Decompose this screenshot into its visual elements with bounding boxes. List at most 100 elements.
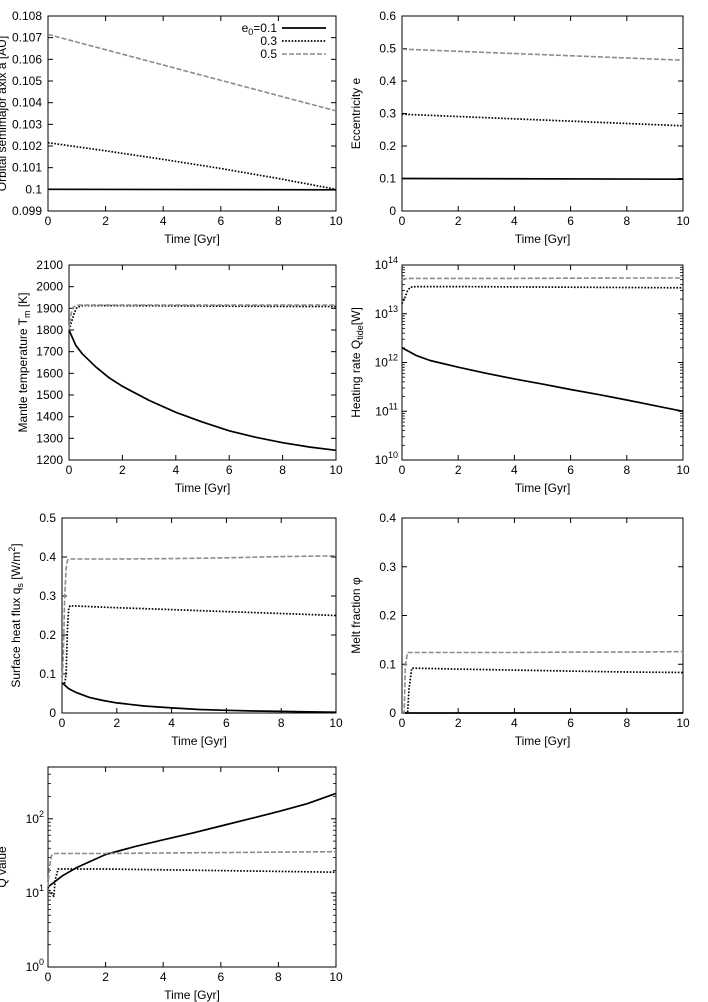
x-tick-label: 8 (275, 214, 282, 228)
chart-panel-a: 0 2 4 6 8 10 0.099 0.1 0.101 0.102 0.103 0.104 0.105… (0, 9, 343, 246)
chart-panel-qvalue: 0 2 4 6 8 10 100 101 102 Time [Gyr] Q value (0, 766, 343, 1002)
legend-label: 0.5 (260, 47, 277, 61)
y-tick-label: 1600 (36, 366, 63, 380)
y-tick-label: 2000 (36, 280, 63, 294)
y-tick-label: 0.107 (12, 31, 42, 45)
plot-frame (61, 517, 337, 714)
x-tick-label: 10 (329, 214, 343, 228)
x-tick-label: 6 (217, 970, 224, 984)
plot-frame (401, 15, 684, 212)
y-tick-label: 0.4 (39, 550, 56, 564)
x-tick-label: 0 (59, 716, 66, 730)
y-tick-label: 0.2 (379, 609, 396, 623)
y-axis-label: Mantle temperature Tm [K] (16, 292, 32, 432)
x-tick-label: 2 (102, 214, 109, 228)
y-tick-label: 1014 (375, 255, 398, 272)
plot-frame (47, 766, 337, 968)
y-tick-label: 0.1 (25, 182, 42, 196)
y-tick-label: 2100 (36, 258, 63, 272)
x-tick-label: 10 (676, 463, 690, 477)
x-tick-label: 0 (399, 214, 406, 228)
series-line-solid (401, 347, 684, 413)
y-tick-label: 0.103 (12, 117, 42, 131)
x-tick-label: 2 (102, 970, 109, 984)
x-tick-label: 2 (119, 463, 126, 477)
y-tick-label: 0.3 (379, 560, 396, 574)
x-tick-label: 6 (226, 463, 233, 477)
x-axis-label: Time [Gyr] (515, 481, 571, 495)
x-tick-label: 0 (45, 970, 52, 984)
y-tick-label: 0.1 (39, 667, 56, 681)
y-tick-label: 0.3 (379, 107, 396, 121)
x-axis-label: Time [Gyr] (171, 734, 227, 748)
x-tick-label: 8 (278, 716, 285, 730)
x-tick-label: 2 (455, 214, 462, 228)
legend: e0=0.10.30.5 (242, 21, 326, 61)
y-tick-label: 0.1 (379, 657, 396, 671)
x-tick-label: 8 (623, 716, 630, 730)
x-axis-label: Time [Gyr] (164, 988, 220, 1002)
series-line-gray-dashed (401, 48, 684, 61)
y-tick-label: 0 (49, 706, 56, 720)
x-tick-label: 4 (168, 716, 175, 730)
x-axis-label: Time [Gyr] (164, 232, 220, 246)
series-line-dotted (47, 141, 337, 191)
y-tick-label: 0.108 (12, 9, 42, 23)
legend-label: 0.3 (260, 34, 277, 48)
x-tick-label: 8 (275, 970, 282, 984)
x-tick-label: 10 (329, 463, 343, 477)
series-line-gray-dashed (61, 555, 337, 683)
y-tick-label: 1400 (36, 410, 63, 424)
x-axis-label: Time [Gyr] (515, 232, 571, 246)
y-tick-label: 1300 (36, 431, 63, 445)
series-line-solid (47, 792, 337, 888)
y-tick-label: 0.2 (39, 628, 56, 642)
series-line-gray-dashed (68, 304, 336, 331)
y-axis-label: Melt fraction φ (349, 577, 363, 654)
x-tick-label: 2 (455, 716, 462, 730)
y-tick-label: 100 (26, 957, 44, 974)
y-axis-label: Eccentricity e (349, 77, 363, 149)
series-line-solid (61, 681, 337, 714)
y-axis-label: Surface heat flux qs [W/m2] (7, 543, 25, 687)
x-tick-label: 10 (676, 214, 690, 228)
x-tick-label: 6 (567, 463, 574, 477)
series-line-solid (47, 188, 337, 191)
y-tick-label: 0.106 (12, 52, 42, 66)
x-tick-label: 0 (45, 214, 52, 228)
y-tick-label: 1013 (375, 304, 398, 321)
x-tick-label: 8 (623, 214, 630, 228)
y-tick-label: 0 (389, 204, 396, 218)
series-line-dotted (401, 285, 684, 305)
y-tick-label: 0.1 (379, 172, 396, 186)
y-tick-label: 0.5 (39, 511, 56, 525)
x-tick-label: 10 (676, 716, 690, 730)
x-tick-label: 10 (329, 716, 343, 730)
x-tick-label: 6 (567, 716, 574, 730)
y-axis-label: Heating rate Qtide[W] (349, 307, 365, 418)
y-tick-label: 0.2 (379, 139, 396, 153)
plot-frame (47, 15, 337, 212)
y-tick-label: 0.3 (39, 589, 56, 603)
x-tick-label: 6 (567, 214, 574, 228)
x-tick-label: 2 (113, 716, 120, 730)
x-tick-label: 6 (223, 716, 230, 730)
y-tick-label: 0.4 (379, 74, 396, 88)
series-line-dotted (47, 868, 337, 898)
x-axis-label: Time [Gyr] (515, 734, 571, 748)
x-tick-label: 10 (329, 970, 343, 984)
y-tick-label: 0.102 (12, 139, 42, 153)
series-line-gray-dashed (401, 277, 683, 281)
x-tick-label: 4 (511, 214, 518, 228)
y-tick-label: 1200 (36, 453, 63, 467)
y-tick-label: 1011 (375, 401, 398, 418)
plot-frame (401, 264, 684, 461)
x-tick-label: 8 (623, 463, 630, 477)
x-tick-label: 6 (217, 214, 224, 228)
y-tick-label: 102 (26, 809, 44, 826)
series-line-dotted (402, 667, 684, 714)
series-line-dotted (61, 604, 337, 685)
x-tick-label: 0 (399, 463, 406, 477)
